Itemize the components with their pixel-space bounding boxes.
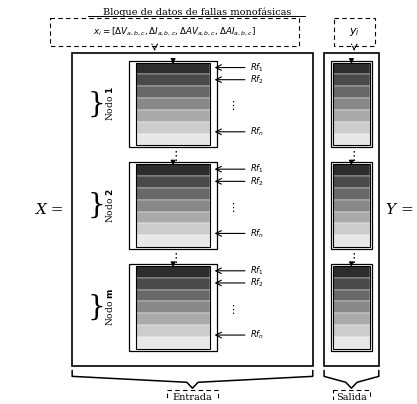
Bar <box>333 74 370 86</box>
Text: }: } <box>88 90 106 118</box>
Bar <box>333 235 370 247</box>
Text: $Rf_2$: $Rf_2$ <box>251 175 264 187</box>
Text: $Rf_1$: $Rf_1$ <box>251 265 264 277</box>
Bar <box>333 164 370 176</box>
Bar <box>331 61 372 147</box>
Bar <box>333 266 370 349</box>
Text: $x_i = [\Delta V_{a,b,c}, \Delta I_{a,b,c}, \Delta AV_{a,b,c}, \Delta AI_{a,b,c}: $x_i = [\Delta V_{a,b,c}, \Delta I_{a,b,… <box>93 26 256 38</box>
Text: $\vdots$: $\vdots$ <box>226 99 235 112</box>
Bar <box>333 63 370 74</box>
Text: $Rf_1$: $Rf_1$ <box>251 61 264 74</box>
Text: $Rf_n$: $Rf_n$ <box>251 227 264 240</box>
Bar <box>129 264 217 351</box>
Text: Salida: Salida <box>336 393 367 402</box>
Bar <box>333 176 370 188</box>
Bar <box>136 266 210 278</box>
Text: Nodo $\mathbf{m}$: Nodo $\mathbf{m}$ <box>104 288 116 326</box>
Text: $\vdots$: $\vdots$ <box>347 251 356 265</box>
Bar <box>72 53 313 366</box>
Bar <box>136 86 210 98</box>
Bar <box>333 134 370 145</box>
Bar <box>136 235 210 247</box>
Text: $Rf_n$: $Rf_n$ <box>251 126 264 138</box>
Text: $Rf_2$: $Rf_2$ <box>251 277 264 289</box>
Bar <box>136 290 210 301</box>
Text: $\vdots$: $\vdots$ <box>168 149 178 163</box>
Text: Entrada: Entrada <box>173 393 212 402</box>
Bar <box>129 162 217 249</box>
Bar <box>136 223 210 235</box>
Bar <box>333 98 370 110</box>
Bar <box>333 63 370 145</box>
Text: $\vdots$: $\vdots$ <box>226 201 235 214</box>
Bar <box>333 212 370 223</box>
Bar <box>333 390 370 404</box>
Bar <box>136 164 210 176</box>
Bar <box>324 53 379 366</box>
Text: Y =: Y = <box>386 202 414 217</box>
Bar <box>136 63 210 145</box>
Bar <box>129 61 217 147</box>
Bar <box>136 313 210 325</box>
Bar <box>136 176 210 188</box>
Text: $Rf_n$: $Rf_n$ <box>251 329 264 341</box>
Bar <box>333 188 370 200</box>
Bar <box>136 325 210 337</box>
Bar <box>333 164 370 247</box>
Bar <box>333 223 370 235</box>
Bar <box>136 337 210 349</box>
Bar <box>333 301 370 313</box>
Bar <box>333 86 370 98</box>
Text: }: } <box>88 192 106 219</box>
Bar <box>331 264 372 351</box>
Bar <box>334 18 375 46</box>
Bar <box>136 212 210 223</box>
Bar <box>333 278 370 290</box>
Bar <box>333 290 370 301</box>
Text: Nodo $\mathbf{2}$: Nodo $\mathbf{2}$ <box>104 188 116 223</box>
Bar <box>136 200 210 212</box>
Bar <box>136 122 210 134</box>
Text: $y_i$: $y_i$ <box>349 26 360 38</box>
Bar <box>136 266 210 349</box>
Bar <box>136 164 210 247</box>
Bar <box>136 74 210 86</box>
Text: }: } <box>88 294 106 321</box>
Bar <box>136 110 210 122</box>
Text: $\vdots$: $\vdots$ <box>347 149 356 163</box>
Bar <box>136 188 210 200</box>
Text: $\vdots$: $\vdots$ <box>168 251 178 265</box>
Bar <box>136 63 210 74</box>
Bar <box>333 325 370 337</box>
Bar <box>136 301 210 313</box>
Text: $Rf_2$: $Rf_2$ <box>251 74 264 86</box>
Bar <box>333 266 370 278</box>
Bar <box>333 122 370 134</box>
Bar <box>167 390 218 404</box>
Bar <box>333 337 370 349</box>
Text: Nodo $\mathbf{1}$: Nodo $\mathbf{1}$ <box>104 86 116 122</box>
Text: Bloque de datos de fallas monofásicas: Bloque de datos de fallas monofásicas <box>103 7 291 17</box>
Text: X =: X = <box>36 202 65 217</box>
Text: $Rf_1$: $Rf_1$ <box>251 163 264 175</box>
Bar <box>333 110 370 122</box>
Bar <box>50 18 299 46</box>
Bar <box>333 200 370 212</box>
Text: $\vdots$: $\vdots$ <box>226 303 235 316</box>
Bar <box>136 98 210 110</box>
Bar <box>331 162 372 249</box>
Bar <box>136 278 210 290</box>
Bar <box>333 313 370 325</box>
Bar <box>136 134 210 145</box>
